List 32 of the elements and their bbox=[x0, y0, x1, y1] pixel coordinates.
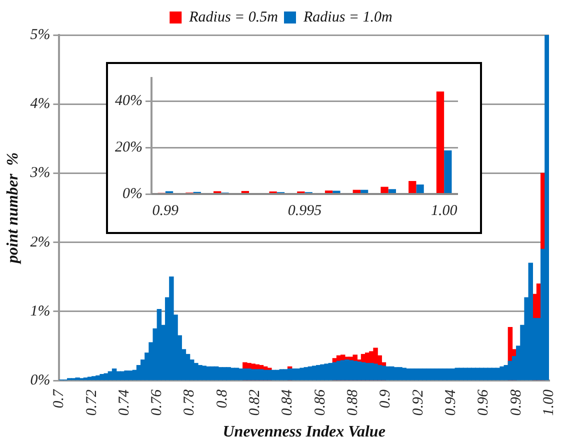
x-tick-label: 0.82 bbox=[247, 389, 264, 416]
x-tick-label: 0.78 bbox=[182, 389, 198, 416]
x-tick-label: 0.9 bbox=[378, 389, 394, 408]
x-tick-label: 1.00 bbox=[540, 389, 557, 416]
y-tick-label: 4% bbox=[30, 96, 50, 112]
y-tick-label: 3% bbox=[29, 165, 50, 182]
x-tick-label: 0.74 bbox=[116, 389, 132, 416]
x-tick-label: 0.98 bbox=[508, 389, 524, 416]
x-tick-label: 0.99 bbox=[152, 202, 180, 219]
x-tick-label: 0.86 bbox=[312, 389, 328, 416]
x-tick-label: 0.94 bbox=[442, 389, 459, 416]
x-tick-label: 0.8 bbox=[214, 389, 230, 408]
legend-label: Radius = 1.0m bbox=[302, 9, 393, 26]
x-tick-label: 1.00 bbox=[430, 202, 458, 219]
x-tick-label: 0.92 bbox=[410, 389, 426, 416]
x-tick-label: 0.72 bbox=[84, 389, 100, 416]
y-tick-label: 2% bbox=[30, 234, 50, 250]
x-tick-label: 0.76 bbox=[149, 389, 166, 416]
y-tick-label: 0% bbox=[122, 186, 142, 202]
y-tick-label: 40% bbox=[114, 93, 142, 110]
x-tick-label: 0.96 bbox=[476, 389, 492, 416]
x-axis-title: Unevenness Index Value bbox=[222, 424, 386, 441]
y-axis-title: point number % bbox=[4, 152, 22, 266]
y-tick-label: 1% bbox=[30, 303, 50, 320]
y-tick-label: 0% bbox=[30, 372, 50, 388]
x-tick-label: 0.995 bbox=[288, 202, 322, 219]
x-tick-label: 0.7 bbox=[51, 388, 68, 408]
y-tick-label: 20% bbox=[114, 140, 142, 156]
legend-label: Radius = 0.5m bbox=[188, 9, 278, 26]
x-tick-label: 0.84 bbox=[280, 389, 296, 416]
y-tick-label: 5% bbox=[30, 26, 50, 43]
x-tick-label: 0.88 bbox=[345, 389, 362, 416]
